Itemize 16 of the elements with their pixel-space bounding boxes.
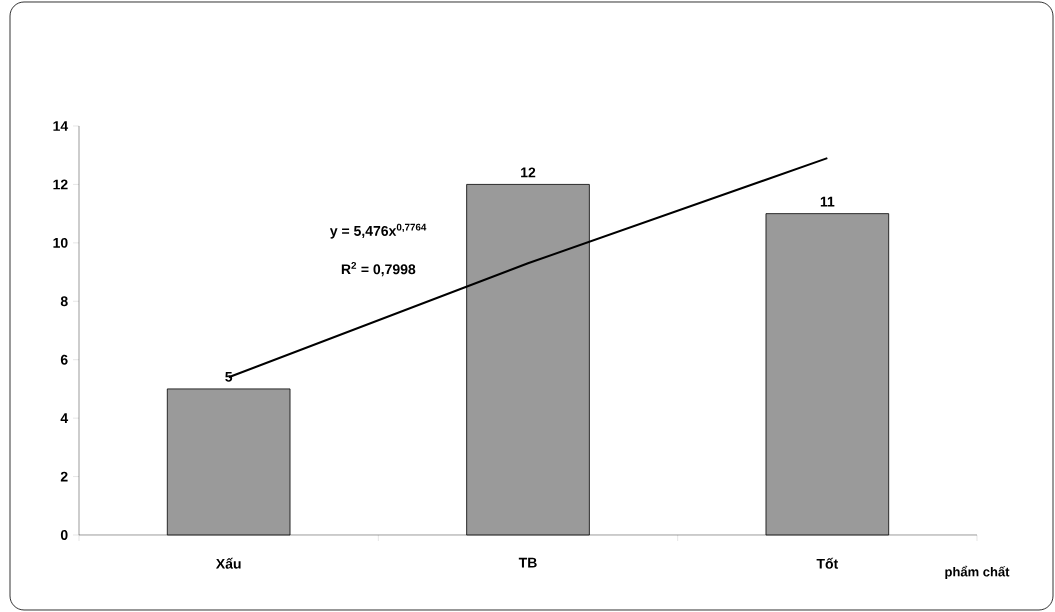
data-label: 12 [521,167,536,178]
x-tick-label: Tốt [816,557,839,569]
x-tick-label: TB [518,557,537,568]
y-tick-label: 0 [60,530,68,540]
annotation: R$^{2}$ = 0,7998 [341,262,416,277]
x-tick-label: Xấu [215,557,241,569]
y-tick-label: 2 [60,471,68,482]
y-tick-label: 4 [60,413,69,423]
y-tick-label: 10 [53,237,68,248]
y-tick-label: 6 [60,354,68,365]
annotation: y = 5,476x$^{0,7764}$ [329,223,427,239]
x-axis-title: phẩm chất [945,565,1010,580]
data-label: 11 [820,196,835,207]
y-tick-label: 14 [53,121,69,131]
y-tick-label: 8 [60,296,68,307]
y-tick-label: 12 [53,179,68,190]
